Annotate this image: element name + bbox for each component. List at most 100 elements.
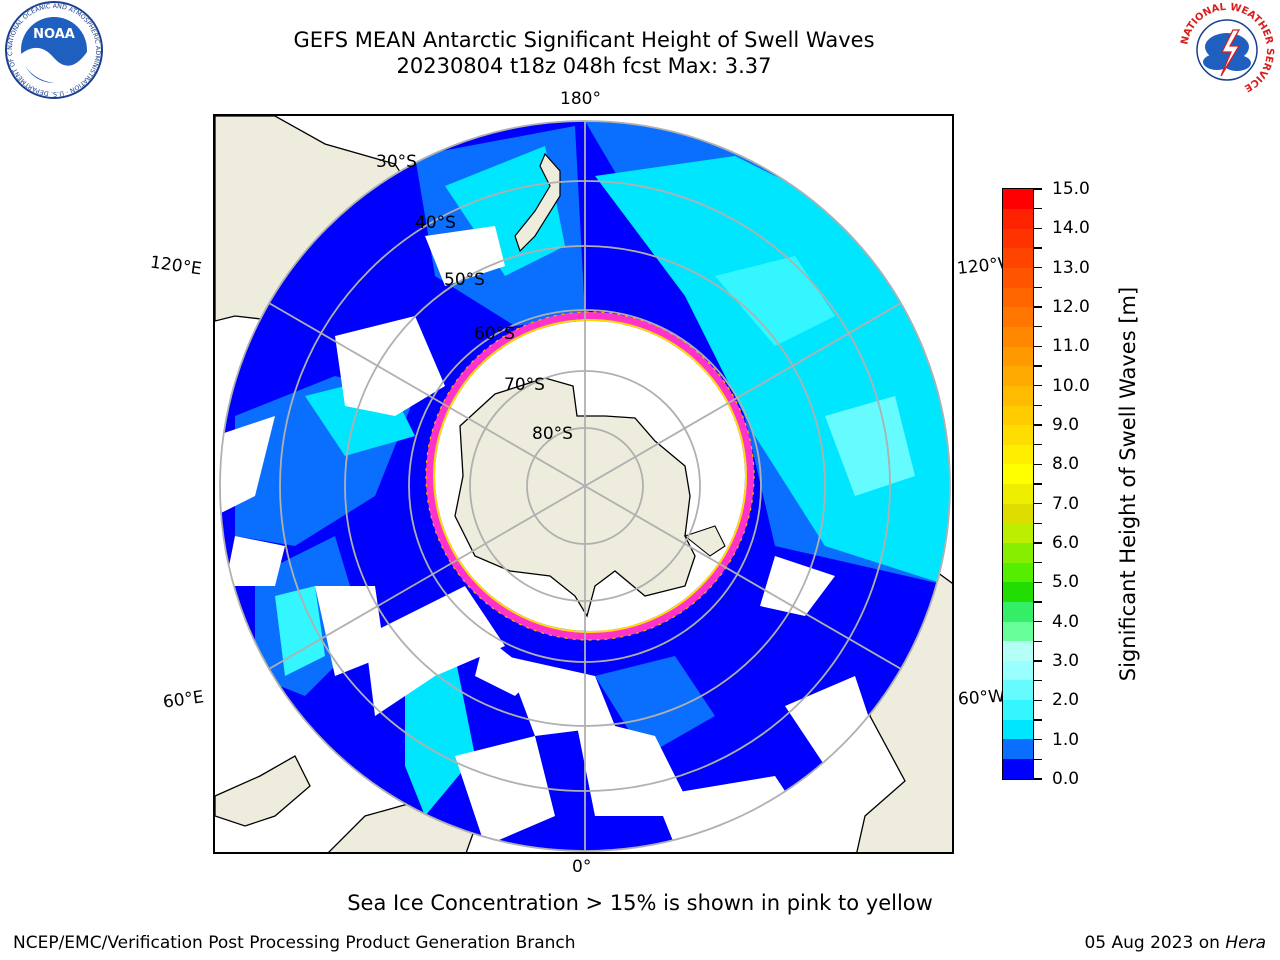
colorbar-segment bbox=[1003, 738, 1033, 759]
lon-label-180: 180° bbox=[560, 89, 601, 109]
colorbar-segment bbox=[1003, 640, 1033, 661]
colorbar-segment bbox=[1003, 385, 1033, 406]
footer-date-text: 05 Aug 2023 on bbox=[1084, 933, 1226, 953]
colorbar-tick bbox=[1034, 325, 1042, 328]
colorbar-tick-label: 12.0 bbox=[1052, 297, 1090, 317]
colorbar-tick bbox=[1034, 620, 1042, 623]
swell-field bbox=[220, 121, 950, 851]
noaa-logo-text: NOAA bbox=[33, 27, 75, 42]
lat-label-40s: 40°S bbox=[415, 213, 456, 233]
footer-host: Hera bbox=[1225, 933, 1266, 953]
colorbar-segment bbox=[1003, 326, 1033, 347]
colorbar-tick-label: 7.0 bbox=[1052, 493, 1080, 514]
colorbar-segment bbox=[1003, 189, 1033, 210]
chart-title: GEFS MEAN Antarctic Significant Height o… bbox=[293, 28, 875, 52]
colorbar-tick bbox=[1034, 660, 1042, 662]
colorbar-segment bbox=[1003, 503, 1033, 524]
colorbar-segment bbox=[1003, 444, 1033, 465]
colorbar-tick bbox=[1034, 188, 1042, 190]
colorbar-tick bbox=[1034, 719, 1042, 721]
colorbar-tick bbox=[1034, 345, 1042, 348]
colorbar-tick bbox=[1034, 561, 1042, 564]
lat-label-30s: 30°S bbox=[376, 152, 417, 172]
colorbar-segment bbox=[1003, 247, 1033, 269]
colorbar-segment bbox=[1003, 542, 1033, 563]
land-new-zealand bbox=[514, 152, 561, 253]
colorbar-tick bbox=[1034, 778, 1042, 780]
colorbar-tick-label: 0.0 bbox=[1052, 769, 1080, 789]
colorbar-segment bbox=[1003, 228, 1033, 249]
colorbar-segment bbox=[1003, 463, 1033, 485]
colorbar-tick-label: 13.0 bbox=[1052, 257, 1090, 278]
colorbar-segment bbox=[1003, 208, 1033, 229]
colorbar-tick-label: 15.0 bbox=[1052, 179, 1090, 199]
colorbar-tick bbox=[1034, 502, 1042, 505]
polar-map bbox=[213, 114, 954, 854]
colorbar-tick bbox=[1034, 424, 1042, 426]
colorbar-tick bbox=[1034, 483, 1042, 485]
colorbar-tick-label: 6.0 bbox=[1052, 533, 1080, 553]
colorbar-tick-label: 4.0 bbox=[1052, 611, 1080, 632]
lon-label-60e: 60°E bbox=[161, 687, 206, 713]
colorbar-segment bbox=[1003, 483, 1033, 504]
colorbar-segment bbox=[1003, 601, 1033, 622]
colorbar-tick bbox=[1034, 738, 1042, 741]
colorbar-tick-label: 9.0 bbox=[1052, 415, 1080, 435]
colorbar-segment bbox=[1003, 365, 1033, 386]
land-africa bbox=[215, 755, 311, 827]
colorbar-segment bbox=[1003, 522, 1033, 543]
colorbar-segment bbox=[1003, 699, 1033, 720]
chart-run-info: 20230804 t18z 048h fcst Max: 3.37 bbox=[396, 54, 772, 78]
colorbar-segment bbox=[1003, 287, 1033, 308]
colorbar-tick bbox=[1034, 463, 1042, 466]
colorbar-tick bbox=[1034, 679, 1042, 682]
colorbar-tick-label: 1.0 bbox=[1052, 729, 1080, 750]
lon-label-60w: 60°W bbox=[957, 686, 1006, 710]
footer-producer: NCEP/EMC/Verification Post Processing Pr… bbox=[13, 933, 576, 953]
graticule bbox=[220, 121, 950, 851]
colorbar-segment bbox=[1003, 620, 1033, 642]
colorbar-tick-label: 8.0 bbox=[1052, 454, 1080, 475]
colorbar-tick bbox=[1034, 581, 1042, 584]
colorbar-tick bbox=[1034, 286, 1042, 289]
colorbar-tick bbox=[1034, 247, 1042, 249]
colorbar-tick-label: 3.0 bbox=[1052, 651, 1080, 671]
colorbar-tick bbox=[1034, 601, 1042, 603]
colorbar-segment bbox=[1003, 581, 1033, 602]
colorbar-segment bbox=[1003, 267, 1033, 288]
polar-map-svg bbox=[215, 116, 952, 852]
lat-label-70s: 70°S bbox=[504, 375, 545, 395]
lon-label-120e: 120°E bbox=[148, 252, 203, 280]
colorbar-tick bbox=[1034, 365, 1042, 367]
lat-label-50s: 50°S bbox=[444, 270, 485, 290]
colorbar-tick bbox=[1034, 758, 1042, 761]
nws-logo: NATIONAL WEATHER SERVICE bbox=[1179, 2, 1275, 98]
lat-label-80s: 80°S bbox=[532, 424, 573, 444]
colorbar-tick bbox=[1034, 443, 1042, 446]
colorbar-tick bbox=[1034, 699, 1042, 702]
lat-label-60s: 60°S bbox=[474, 324, 515, 344]
colorbar-segment bbox=[1003, 719, 1033, 740]
colorbar-tick bbox=[1034, 306, 1042, 308]
colorbar-segment bbox=[1003, 424, 1033, 445]
colorbar bbox=[1002, 188, 1034, 780]
colorbar-tick bbox=[1034, 207, 1042, 210]
colorbar-tick bbox=[1034, 404, 1042, 407]
colorbar-segment bbox=[1003, 346, 1033, 367]
land-antarctic-peninsula bbox=[683, 525, 726, 557]
colorbar-tick-label: 14.0 bbox=[1052, 218, 1090, 239]
colorbar-segment bbox=[1003, 562, 1033, 583]
colorbar-title: Significant Height of Swell Waves [m] bbox=[1116, 286, 1140, 682]
colorbar-tick bbox=[1034, 266, 1042, 269]
colorbar-segment bbox=[1003, 306, 1033, 328]
colorbar-segment bbox=[1003, 404, 1033, 426]
lon-label-0: 0° bbox=[572, 857, 592, 877]
colorbar-tick-label: 11.0 bbox=[1052, 336, 1090, 357]
colorbar-segment bbox=[1003, 758, 1033, 779]
colorbar-tick bbox=[1034, 640, 1042, 643]
footer-date: 05 Aug 2023 on Hera bbox=[1084, 933, 1266, 953]
colorbar-segment bbox=[1003, 660, 1033, 681]
colorbar-tick-label: 2.0 bbox=[1052, 690, 1080, 711]
colorbar-tick bbox=[1034, 542, 1042, 544]
sea-ice-note: Sea Ice Concentration > 15% is shown in … bbox=[347, 891, 933, 915]
